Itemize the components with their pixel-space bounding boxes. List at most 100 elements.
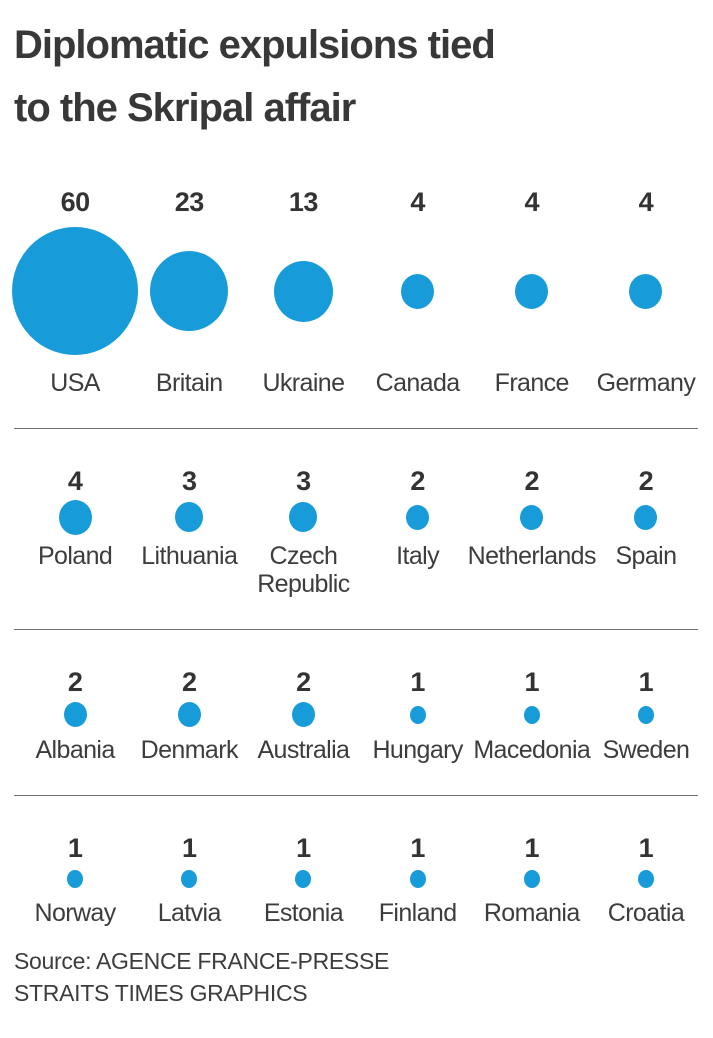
- expulsion-count: 1: [181, 833, 197, 863]
- country-cell: 13 Ukraine: [246, 188, 360, 397]
- country-label: Spain: [615, 542, 677, 570]
- bubble-zone: [523, 867, 540, 891]
- country-label: USA: [50, 369, 100, 397]
- country-label-line: Poland: [37, 542, 113, 570]
- expulsion-count: 2: [524, 466, 540, 496]
- country-label-line: Finland: [378, 899, 457, 927]
- bubble-zone: [629, 221, 663, 361]
- country-label: Netherlands: [467, 542, 597, 570]
- expulsion-count: 1: [638, 667, 654, 697]
- country-label-line: Czech: [269, 542, 338, 570]
- bubble-zone: [181, 867, 198, 891]
- expulsion-count: 4: [410, 187, 425, 217]
- expulsion-count: 4: [67, 466, 83, 496]
- country-cell: 2 Albania: [18, 668, 132, 764]
- country-cell: 2 Australia: [246, 668, 360, 764]
- country-label-line: France: [494, 369, 570, 397]
- expulsion-count: 4: [638, 187, 654, 217]
- country-cell: 4 France: [475, 188, 589, 397]
- country-label-line: Republic: [257, 570, 350, 598]
- country-label: Italy: [396, 542, 439, 570]
- bubble-row: 2 Albania 2 Denmark 2 Australia 1 Hungary 1 Maced…: [18, 668, 703, 764]
- bubble: [175, 502, 204, 532]
- bubble: [629, 273, 663, 309]
- country-label-line: Croatia: [607, 899, 685, 927]
- expulsion-count: 4: [524, 187, 540, 217]
- country-cell: 4 Poland: [18, 467, 132, 598]
- row-divider: [14, 629, 698, 630]
- bubble-zone: [401, 221, 435, 361]
- bubble: [289, 502, 318, 532]
- country-label: Romania: [484, 899, 580, 927]
- bubble: [520, 504, 544, 530]
- bubble: [401, 273, 435, 309]
- country-label-line: Ukraine: [262, 369, 345, 397]
- bubble-zone: [295, 867, 312, 891]
- bubble: [409, 705, 426, 724]
- country-label-line: Spain: [615, 542, 677, 570]
- bubble: [58, 499, 92, 535]
- country-label: France: [494, 369, 570, 397]
- country-cell: 1 Croatia: [589, 834, 703, 927]
- country-label-line: Denmark: [140, 736, 239, 764]
- source-credit: Source: AGENCE FRANCE-PRESSE STRAITS TIM…: [14, 945, 699, 1009]
- skripal-expulsions-infographic: Diplomatic expulsions tied to the Skripa…: [0, 14, 713, 1009]
- country-label-line: Romania: [483, 899, 580, 927]
- country-label: Ukraine: [262, 369, 345, 397]
- country-cell: 2 Spain: [589, 467, 703, 598]
- chart-title: Diplomatic expulsions tied to the Skripa…: [14, 14, 699, 140]
- country-cell: 3 Lithuania: [132, 467, 246, 598]
- country-label: Lithuania: [141, 542, 238, 570]
- country-label-line: Albania: [35, 736, 115, 764]
- bubble: [515, 273, 549, 309]
- expulsion-count: 1: [67, 833, 83, 863]
- country-cell: 60 USA: [12, 187, 139, 397]
- country-label: Norway: [35, 899, 117, 927]
- expulsion-count: 2: [638, 466, 654, 496]
- expulsion-count: 1: [410, 833, 425, 863]
- bubble-row: 60 USA 23 Britain 13 Ukraine 4 Canada 4 France 4 Ge…: [12, 187, 703, 397]
- bubble: [181, 870, 198, 888]
- bubble-zone: [273, 221, 333, 361]
- country-label: Sweden: [603, 736, 690, 764]
- expulsion-count: 1: [410, 667, 425, 697]
- country-cell: 2 Denmark: [132, 668, 246, 764]
- expulsion-count: 2: [296, 667, 311, 697]
- country-label-line: USA: [50, 369, 100, 397]
- bubble: [273, 260, 333, 322]
- country-cell: 1 Finland: [361, 834, 475, 927]
- bubble: [177, 702, 201, 727]
- bubble: [295, 870, 312, 888]
- country-label: Australia: [257, 736, 349, 764]
- country-label: Albania: [35, 736, 115, 764]
- country-label: Poland: [37, 542, 113, 570]
- bubble-zone: [291, 701, 315, 728]
- bubble-zone: [515, 221, 549, 361]
- country-label: Denmark: [140, 736, 239, 764]
- country-label-line: Lithuania: [141, 542, 238, 570]
- country-label: Latvia: [158, 899, 222, 927]
- bubble-zone: [409, 701, 426, 728]
- country-label-line: Italy: [396, 542, 440, 570]
- bubble-zone: [289, 500, 318, 534]
- bubble-row: 1 Norway 1 Latvia 1 Estonia 1 Finland 1 Romania 1 C…: [18, 834, 703, 927]
- country-label-line: Netherlands: [467, 542, 597, 570]
- country-cell: 23 Britain: [132, 188, 246, 397]
- country-label-line: Estonia: [263, 899, 344, 927]
- bubble-zone: [150, 221, 229, 361]
- country-cell: 4 Canada: [361, 188, 475, 397]
- bubble-row: 4 Poland 3 Lithuania 3 Czech Republic 2 Italy 2 Ne…: [18, 467, 703, 598]
- country-label-line: Canada: [375, 369, 461, 397]
- country-label: Hungary: [372, 736, 463, 764]
- country-cell: 1 Latvia: [132, 834, 246, 927]
- country-label: Czech Republic: [257, 542, 350, 598]
- country-label: Croatia: [607, 899, 685, 927]
- expulsion-count: 1: [638, 833, 654, 863]
- country-cell: 2 Netherlands: [468, 466, 597, 598]
- row-divider: [14, 428, 698, 429]
- expulsion-count: 60: [60, 187, 91, 217]
- country-cell: 4 Germany: [589, 188, 703, 397]
- country-label: Britain: [156, 369, 223, 397]
- bubble: [637, 705, 654, 724]
- bubble-zone: [523, 701, 540, 728]
